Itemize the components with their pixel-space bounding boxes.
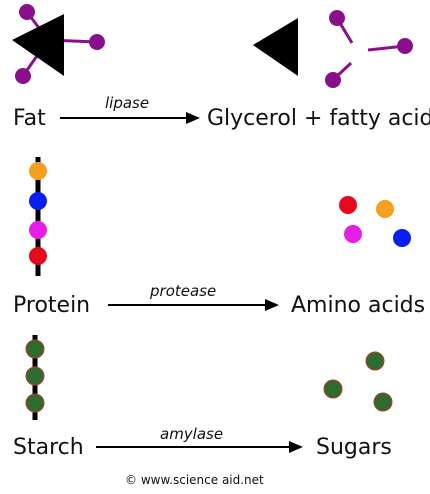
sugars [323, 351, 393, 412]
sugar-2 [323, 379, 343, 399]
amylase-label: amylase [160, 425, 224, 443]
fatty-acid-product-ball-1 [329, 10, 345, 26]
glycerol-triangle [12, 14, 64, 76]
copyright-credit: © www.science aid.net [125, 473, 264, 487]
protein-label: Protein [13, 293, 91, 318]
fatty-acid-ball-2 [89, 34, 105, 50]
starch-bead-1 [25, 339, 45, 359]
starch-molecule [25, 335, 45, 420]
sugars-label: Sugars [316, 435, 392, 460]
protein-bead-red [29, 247, 47, 265]
protein-bead-magenta [29, 221, 47, 239]
fatty-acid-product-ball-3 [325, 72, 341, 88]
protease-label: protease [150, 282, 217, 300]
starch-bead-3 [25, 393, 45, 413]
glycerol-fatty-acid-label: Glycerol + fatty acid [207, 106, 430, 131]
lipase-label: lipase [105, 94, 150, 112]
amino-acids [339, 196, 411, 247]
fat-label: Fat [13, 106, 46, 131]
amylase-arrow-head [289, 441, 303, 453]
fatty-acid-product-ball-2 [397, 38, 413, 54]
starch-bead-2 [25, 366, 45, 386]
fat-molecule [12, 4, 105, 84]
glycerol-and-fatty-acids [253, 10, 413, 88]
amino-acids-label: Amino acids [291, 293, 426, 318]
protein-bead-blue [29, 192, 47, 210]
protein-bead-orange [29, 162, 47, 180]
amylase-arrow [96, 441, 303, 453]
protease-arrow [108, 299, 279, 311]
amino-acid-blue [393, 229, 411, 247]
protease-arrow-head [265, 299, 279, 311]
amino-acid-orange [376, 200, 394, 218]
amino-acid-magenta [344, 225, 362, 243]
lipase-arrow [60, 112, 200, 124]
sugar-1 [365, 351, 385, 371]
sugar-3 [373, 392, 393, 412]
glycerol-triangle-product [253, 18, 298, 76]
protein-molecule [29, 157, 47, 276]
fatty-acid-ball-3 [15, 68, 31, 84]
fatty-acid-ball-1 [19, 4, 35, 20]
amino-acid-red [339, 196, 357, 214]
lipase-arrow-head [186, 112, 200, 124]
starch-label: Starch [13, 435, 84, 460]
